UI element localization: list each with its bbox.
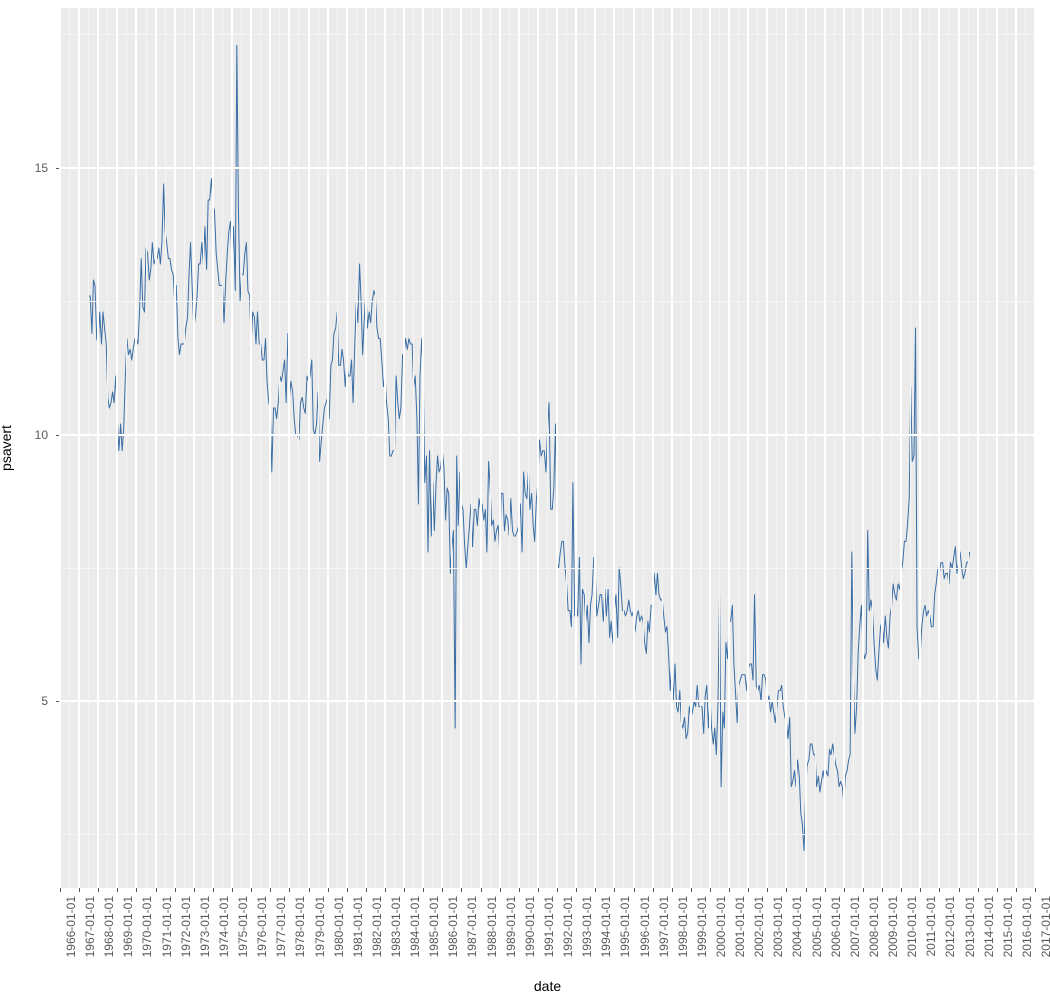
x-tick-label: 1966-01-01 [64,896,78,957]
x-tick-label: 2015-01-01 [1001,896,1015,957]
x-tick-label: 1996-01-01 [638,896,652,957]
x-tick-label: 2014-01-01 [982,896,996,957]
x-tick-label: 1975-01-01 [236,896,250,957]
x-tick-label: 1982-01-01 [370,896,384,957]
x-tick-label: 1999-01-01 [695,896,709,957]
x-tick-label: 1977-01-01 [274,896,288,957]
x-tick-label: 1972-01-01 [179,896,193,957]
x-tick-label: 2013-01-01 [963,896,977,957]
x-tick-label: 1981-01-01 [351,896,365,957]
x-tick-label: 2016-01-01 [1020,896,1034,957]
x-tick-label: 1990-01-01 [523,896,537,957]
x-tick-label: 2002-01-01 [752,896,766,957]
x-tick-label: 1997-01-01 [657,896,671,957]
line-series [0,0,1050,1008]
x-tick-label: 2010-01-01 [905,896,919,957]
x-tick-label: 1968-01-01 [102,896,116,957]
x-tick-label: 2011-01-01 [924,896,938,957]
x-tick-label: 1992-01-01 [561,896,575,957]
x-tick-label: 1998-01-01 [676,896,690,957]
x-tick-label: 1980-01-01 [332,896,346,957]
x-tick-label: 1970-01-01 [140,896,154,957]
y-axis-title: psavert [0,425,14,471]
x-tick-label: 1971-01-01 [160,896,174,957]
x-axis-title: date [60,978,1035,994]
x-tick-label: 2009-01-01 [886,896,900,957]
x-tick-label: 1986-01-01 [446,896,460,957]
x-tick-label: 1969-01-01 [121,896,135,957]
line-chart: 51015 1966-01-011967-01-011968-01-011969… [0,0,1050,1008]
x-tick-label: 2012-01-01 [943,896,957,957]
x-tick-label: 1995-01-01 [618,896,632,957]
x-tick-label: 1988-01-01 [485,896,499,957]
x-tick-label: 2006-01-01 [829,896,843,957]
x-tick-label: 2004-01-01 [790,896,804,957]
x-tick-label: 1985-01-01 [427,896,441,957]
x-tick-label: 2005-01-01 [810,896,824,957]
x-tick-label: 1989-01-01 [504,896,518,957]
x-tick-label: 2000-01-01 [714,896,728,957]
x-tick-label: 1984-01-01 [408,896,422,957]
x-tick-label: 1973-01-01 [198,896,212,957]
x-tick-label: 1974-01-01 [217,896,231,957]
x-tick-label: 2008-01-01 [867,896,881,957]
x-tick-label: 1993-01-01 [580,896,594,957]
x-tick-label: 1967-01-01 [83,896,97,957]
y-tick-label: 5 [0,694,48,708]
x-tick-label: 1987-01-01 [465,896,479,957]
x-tick-label: 1978-01-01 [293,896,307,957]
x-tick-label: 1976-01-01 [255,896,269,957]
x-tick-label: 1979-01-01 [313,896,327,957]
x-tick-label: 1991-01-01 [542,896,556,957]
x-tick-label: 2017-01-01 [1039,896,1050,957]
x-tick-label: 2003-01-01 [771,896,785,957]
y-tick-label: 15 [0,161,48,175]
x-tick-label: 1983-01-01 [389,896,403,957]
x-tick-label: 2001-01-01 [733,896,747,957]
x-tick-label: 1994-01-01 [599,896,613,957]
x-tick-label: 2007-01-01 [848,896,862,957]
